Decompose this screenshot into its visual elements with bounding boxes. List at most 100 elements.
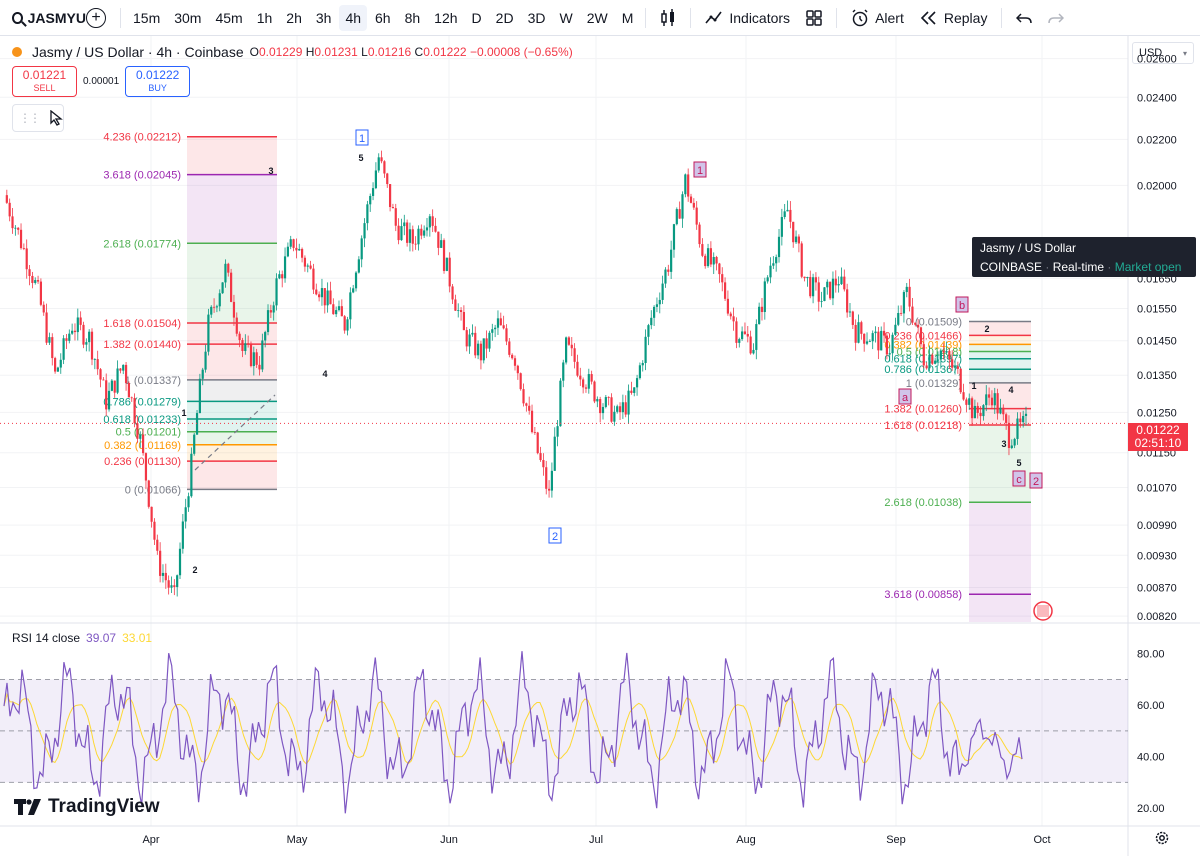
candle-body — [618, 406, 622, 413]
candle-body — [99, 369, 102, 380]
undo-button[interactable] — [1008, 5, 1040, 31]
candle-body — [147, 480, 150, 507]
candle-body — [1019, 418, 1022, 423]
compare-symbol-button[interactable]: + — [86, 7, 106, 28]
candle-body — [286, 246, 289, 257]
candle-body — [701, 244, 704, 256]
interval-D[interactable]: D — [471, 9, 482, 26]
candle-body — [71, 330, 74, 334]
candle-body — [31, 275, 34, 283]
interval-W[interactable]: W — [559, 9, 573, 26]
tooltip-feed: Real-time — [1052, 260, 1105, 274]
us-flag-event-icon — [1033, 601, 1053, 621]
interval-3h[interactable]: 3h — [315, 9, 332, 26]
candle-body — [613, 411, 616, 422]
interval-8h[interactable]: 8h — [404, 9, 421, 26]
layouts-button[interactable] — [798, 5, 830, 31]
candle-body — [403, 222, 406, 227]
candle-body — [110, 380, 113, 391]
tooltip-dot: · — [1045, 260, 1053, 274]
candle-body — [96, 359, 99, 370]
indicators-button[interactable]: Indicators — [697, 5, 798, 31]
candle-body — [230, 272, 233, 302]
replay-button[interactable]: Replay — [912, 5, 996, 31]
candle-body — [221, 282, 224, 294]
candle-body — [726, 298, 730, 314]
candle-body — [948, 350, 951, 360]
interval-M[interactable]: M — [621, 9, 634, 26]
candle-body — [133, 397, 136, 424]
interval-2h[interactable]: 2h — [286, 9, 302, 26]
open-value: 0.01229 — [258, 45, 303, 59]
interval-12h[interactable]: 12h — [434, 9, 458, 26]
interval-30m[interactable]: 30m — [174, 9, 202, 26]
candle-body — [107, 390, 111, 410]
interval-2W[interactable]: 2W — [586, 9, 608, 26]
candle-body — [144, 453, 148, 481]
redo-button[interactable] — [1040, 5, 1072, 31]
candle-body — [79, 317, 82, 325]
bar-countdown: 02:51:10 — [1134, 436, 1182, 450]
candle-body — [780, 217, 783, 237]
candle-body — [922, 344, 925, 366]
candle-body — [161, 572, 165, 576]
candle-body — [976, 405, 979, 413]
candle-body — [428, 216, 431, 228]
toolbar-divider — [1001, 7, 1003, 28]
candle-body — [39, 281, 43, 305]
candle-body — [732, 316, 735, 322]
fib-level-label: 0.786 (0.01279) — [103, 396, 181, 408]
candle-body — [1005, 414, 1008, 423]
candle-body — [150, 506, 153, 522]
chart-type-button[interactable] — [652, 5, 684, 31]
interval-6h[interactable]: 6h — [375, 9, 391, 26]
drag-handle-icon[interactable]: ⋮⋮ — [19, 111, 41, 125]
tradingview-logo[interactable]: TradingView — [14, 796, 160, 818]
candle-body — [420, 228, 423, 236]
currency-select[interactable]: USD ▾ — [1132, 42, 1194, 64]
candle-body — [266, 310, 270, 333]
symbol-legend: Jasmy / US Dollar · 4h · Coinbase O0.012… — [12, 44, 573, 60]
wave-label: 1 — [359, 133, 365, 145]
price-chart[interactable]: 4.236 (0.02212) 3.618 (0.02045) 2.618 (0.0… — [0, 36, 1200, 856]
sell-button[interactable]: 0.01221 SELL — [12, 66, 77, 97]
buy-button[interactable]: 0.01222 BUY — [125, 66, 191, 97]
interval-15m[interactable]: 15m — [133, 9, 161, 26]
candle-body — [156, 539, 159, 551]
wave-label: 5 — [1016, 458, 1021, 468]
interval-2D[interactable]: 2D — [495, 9, 514, 26]
candle-body — [956, 366, 959, 369]
candle-body — [624, 402, 627, 415]
symbol-search[interactable]: JASMYU — [0, 10, 86, 26]
chart-settings-button[interactable] — [1154, 830, 1170, 851]
interval-1h[interactable]: 1h — [256, 9, 273, 26]
candle-body — [1013, 438, 1016, 446]
candle-body — [729, 313, 732, 317]
symbol-name: JASMYU — [27, 9, 86, 26]
candle-body — [837, 284, 840, 286]
fib-level-label: 3.618 (0.00858) — [884, 589, 962, 601]
candle-body — [635, 378, 639, 388]
rsi-legend[interactable]: RSI 14 close 39.07 33.01 — [12, 631, 152, 645]
candle-body — [528, 405, 531, 411]
interval-4h[interactable]: 4h — [339, 4, 368, 31]
cursor-arrow-icon[interactable] — [49, 110, 63, 126]
interval-45m[interactable]: 45m — [215, 9, 243, 26]
price-tick-label: 0.02400 — [1137, 92, 1177, 104]
candle-body — [56, 367, 60, 372]
candle-body — [281, 274, 284, 279]
us-flag-event-icon-fill — [1037, 605, 1049, 617]
chart-title[interactable]: Jasmy / US Dollar · 4h · Coinbase — [32, 44, 244, 60]
candle-body — [136, 423, 139, 439]
rsi-ma-line — [3, 692, 1023, 765]
candle-body — [928, 354, 931, 369]
tradingview-mark-icon — [14, 799, 41, 815]
candle-body — [715, 256, 718, 264]
alert-button[interactable]: Alert — [843, 5, 912, 31]
candle-body — [610, 397, 613, 422]
candle-body — [48, 337, 51, 343]
wave-label: 2 — [552, 531, 558, 543]
interval-3D[interactable]: 3D — [527, 9, 546, 26]
candle-body — [269, 310, 272, 313]
candle-body — [505, 328, 508, 342]
